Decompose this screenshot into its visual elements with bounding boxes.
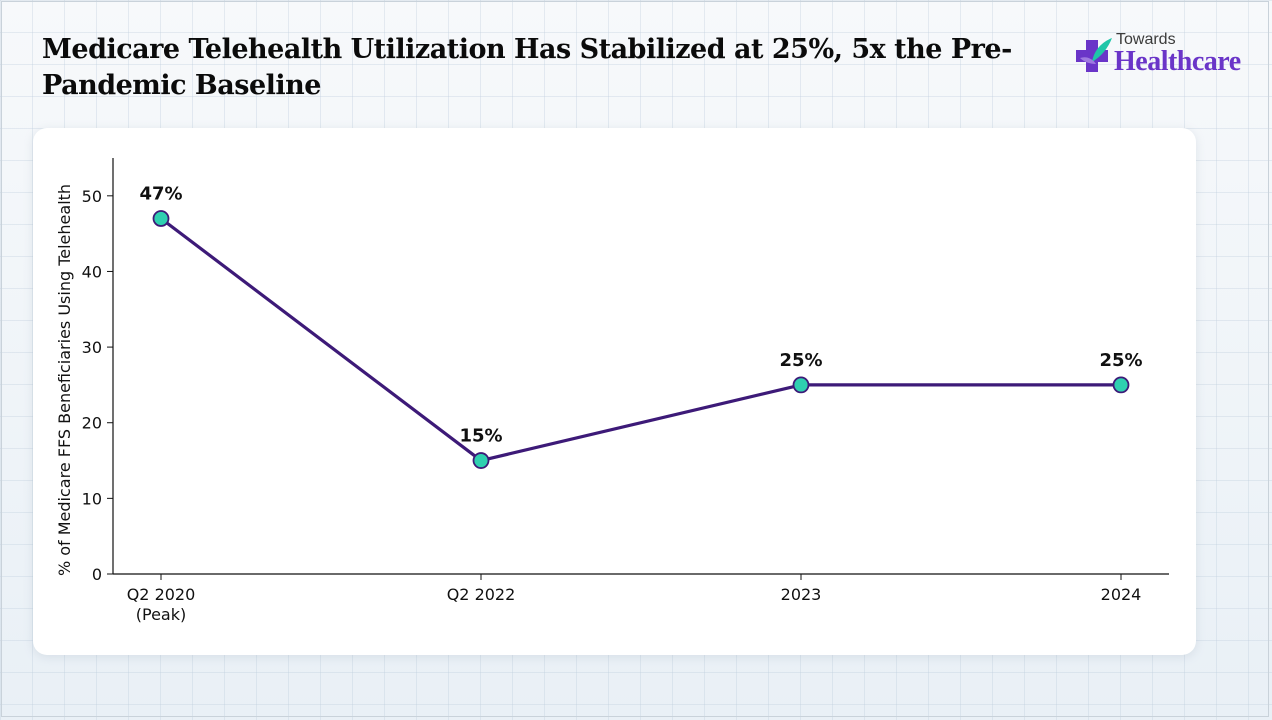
logo-text-healthcare: Healthcare	[1114, 46, 1241, 77]
page-title: Medicare Telehealth Utilization Has Stab…	[42, 34, 1012, 101]
y-tick-label: 40	[82, 262, 102, 281]
chart-plot-area: 47% 15% 25% 25%	[139, 184, 1143, 469]
medical-cross-icon	[1076, 38, 1112, 72]
x-tick-label: Q2 2022	[447, 585, 516, 604]
logo-text-towards: Towards	[1116, 31, 1176, 48]
y-tick-label: 30	[82, 338, 102, 357]
data-point	[792, 376, 810, 394]
data-label: 25%	[1099, 350, 1142, 371]
y-tick-label: 20	[82, 414, 102, 433]
data-point	[152, 210, 170, 227]
data-point	[472, 452, 490, 469]
x-tick-label: 2023	[781, 585, 822, 604]
chart-axes: 0 10 20 30 40 50 Q2 2020 (Peak) Q2 2022 2023 2024%…	[55, 158, 1169, 624]
data-label: 47%	[139, 184, 182, 205]
data-point	[1112, 376, 1130, 394]
x-tick-label: Q2 2020 (Peak)	[127, 585, 196, 624]
chart-card: 0 10 20 30 40 50 Q2 2020 (Peak) Q2 2022 2023 2024%…	[33, 128, 1196, 655]
y-tick-label: 10	[82, 489, 102, 508]
brand-logo: Towards Healthcare	[1072, 30, 1252, 80]
x-tick-label: 2024	[1101, 585, 1142, 604]
y-axis-label: % of Medicare FFS Beneficiaries Using Te…	[55, 184, 74, 576]
series-line	[159, 216, 1123, 463]
y-tick-label: 50	[82, 187, 102, 206]
data-label: 25%	[779, 350, 822, 371]
line-chart: 0 10 20 30 40 50 Q2 2020 (Peak) Q2 2022 2023 2024%…	[55, 158, 1169, 624]
data-label: 15%	[459, 426, 502, 447]
y-tick-label: 0	[92, 565, 102, 584]
